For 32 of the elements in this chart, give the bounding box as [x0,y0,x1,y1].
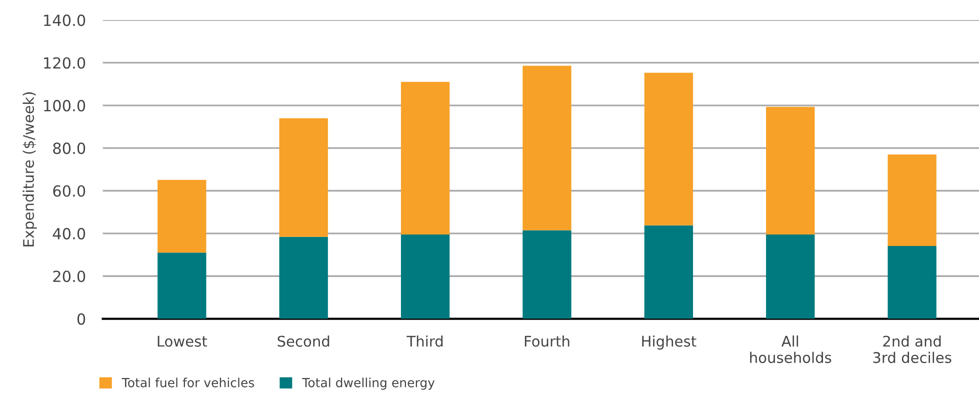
y-tick-label: 100.0 [44,100,86,112]
bar [279,118,328,237]
bar [522,230,572,319]
y-tick-label: 0 [77,313,86,325]
x-tick-label: Lowest [158,336,208,347]
y-tick-label: 40.0 [52,228,86,240]
y-tick-label: 140.0 [44,14,86,26]
legend-label: Total dwelling energy [302,378,435,390]
bar [644,225,694,319]
x-tick-label: 2nd and 3rd deciles [873,335,952,364]
bar [888,154,936,246]
bar [279,236,328,319]
bar [158,180,206,253]
bar [766,234,815,319]
bar [888,246,936,319]
y-tick-label: 120.0 [44,57,86,69]
y-tick-label: 60.0 [53,185,86,197]
bar [522,66,572,230]
x-tick-label: Second [278,335,330,347]
bar [644,72,694,226]
y-tick-label: 80.0 [53,142,86,154]
bar [400,234,450,319]
y-tick-label: 20.0 [53,270,86,282]
bar [766,106,815,235]
bar [400,82,450,235]
legend-label: Total fuel for vehicles [122,378,254,388]
x-tick-label: Highest [642,335,696,350]
x-tick-label: All households [750,335,832,364]
x-tick-label: Third [406,335,443,347]
y-axis-title: Expenditure ($/week) [22,92,37,246]
bar [158,252,206,319]
x-tick-label: Fourth [524,335,570,347]
